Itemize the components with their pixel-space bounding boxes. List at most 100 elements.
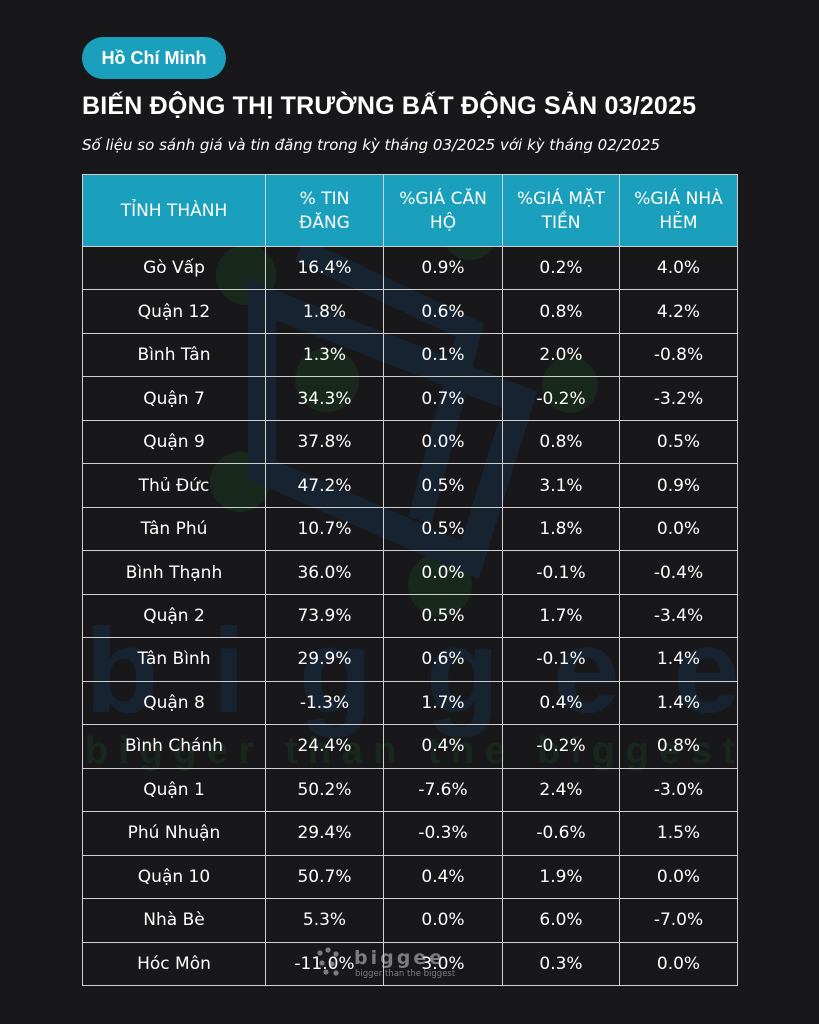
city-badge: Hồ Chí Minh [82, 37, 226, 79]
cell-street-front-price: 1.9% [502, 854, 620, 900]
table-row: Quận 12 1.8% 0.6% 0.8% 4.2% [82, 289, 738, 334]
cell-province: Gò Vấp [82, 245, 266, 291]
header-apartment-price: %GIÁ CĂN HỘ [383, 174, 503, 247]
cell-street-front-price: 0.4% [502, 680, 620, 726]
cell-listings: 1.3% [265, 332, 384, 378]
table-row: Thủ Đức 47.2% 0.5% 3.1% 0.9% [82, 463, 738, 508]
cell-listings: 1.8% [265, 289, 384, 334]
cell-alley-house-price: -3.0% [619, 767, 738, 813]
cell-listings: 73.9% [265, 593, 384, 639]
cell-street-front-price: 6.0% [502, 898, 620, 943]
cell-alley-house-price: -0.4% [619, 550, 738, 595]
table-row: Quận 7 34.3% 0.7% -0.2% -3.2% [82, 376, 738, 421]
table-row: Gò Vấp 16.4% 0.9% 0.2% 4.0% [82, 245, 738, 291]
cell-listings: 37.8% [265, 419, 384, 465]
cell-apartment-price: 0.5% [383, 463, 503, 508]
cell-alley-house-price: 1.4% [619, 680, 738, 726]
cell-listings: 10.7% [265, 506, 384, 552]
cell-province: Quận 7 [82, 376, 266, 421]
cell-apartment-price: -7.6% [383, 767, 503, 813]
cell-alley-house-price: 4.0% [619, 245, 738, 291]
cell-province: Nhà Bè [82, 898, 266, 943]
cell-street-front-price: 2.0% [502, 332, 620, 378]
cell-province: Bình Tân [82, 332, 266, 378]
cell-alley-house-price: 0.9% [619, 463, 738, 508]
header-listings: % TIN ĐĂNG [265, 174, 384, 247]
cell-apartment-price: 0.5% [383, 506, 503, 552]
cell-listings: 16.4% [265, 245, 384, 291]
cell-alley-house-price: -7.0% [619, 898, 738, 943]
table-body: Gò Vấp 16.4% 0.9% 0.2% 4.0% Quận 12 1.8% 0.6% 0.… [82, 245, 738, 986]
city-badge-label: Hồ Chí Minh [101, 47, 207, 68]
table-row: Tân Bình 29.9% 0.6% -0.1% 1.4% [82, 637, 738, 682]
cell-street-front-price: -0.1% [502, 550, 620, 595]
table-row: Hóc Môn -11.0% 3.0% 0.3% 0.0% [82, 941, 738, 986]
cell-street-front-price: 0.8% [502, 419, 620, 465]
cell-apartment-price: 0.4% [383, 854, 503, 900]
cell-street-front-price: 1.7% [502, 593, 620, 639]
cell-street-front-price: -0.6% [502, 811, 620, 856]
cell-alley-house-price: 0.0% [619, 941, 738, 986]
cell-street-front-price: 0.3% [502, 941, 620, 986]
page-subtitle: Số liệu so sánh giá và tin đăng trong kỳ… [82, 136, 660, 154]
table-row: Nhà Bè 5.3% 0.0% 6.0% -7.0% [82, 898, 738, 943]
cell-listings: 24.4% [265, 724, 384, 769]
cell-province: Quận 1 [82, 767, 266, 813]
cell-apartment-price: 0.7% [383, 376, 503, 421]
cell-listings: 50.2% [265, 767, 384, 813]
cell-street-front-price: -0.2% [502, 376, 620, 421]
cell-street-front-price: 0.8% [502, 289, 620, 334]
cell-street-front-price: -0.1% [502, 637, 620, 682]
cell-listings: 47.2% [265, 463, 384, 508]
cell-apartment-price: 1.7% [383, 680, 503, 726]
cell-listings: 50.7% [265, 854, 384, 900]
cell-listings: -11.0% [265, 941, 384, 986]
table-header-row: TỈNH THÀNH % TIN ĐĂNG %GIÁ CĂN HỘ %GIÁ M… [82, 174, 738, 247]
cell-alley-house-price: -3.4% [619, 593, 738, 639]
cell-province: Tân Phú [82, 506, 266, 552]
cell-province: Tân Bình [82, 637, 266, 682]
cell-apartment-price: 0.9% [383, 245, 503, 291]
page-title: BIẾN ĐỘNG THỊ TRƯỜNG BẤT ĐỘNG SẢN 03/202… [82, 92, 697, 120]
price-change-table: TỈNH THÀNH % TIN ĐĂNG %GIÁ CĂN HỘ %GIÁ M… [82, 174, 738, 986]
cell-province: Quận 10 [82, 854, 266, 900]
cell-street-front-price: -0.2% [502, 724, 620, 769]
cell-province: Quận 9 [82, 419, 266, 465]
header-province: TỈNH THÀNH [82, 174, 266, 247]
table-row: Quận 1 50.2% -7.6% 2.4% -3.0% [82, 767, 738, 813]
cell-listings: 5.3% [265, 898, 384, 943]
cell-apartment-price: 0.1% [383, 332, 503, 378]
cell-street-front-price: 0.2% [502, 245, 620, 291]
header-alley-house-price: %GIÁ NHÀ HẺM [619, 174, 738, 247]
cell-listings: 29.4% [265, 811, 384, 856]
table-row: Quận 9 37.8% 0.0% 0.8% 0.5% [82, 419, 738, 465]
cell-province: Quận 2 [82, 593, 266, 639]
cell-apartment-price: -0.3% [383, 811, 503, 856]
cell-listings: -1.3% [265, 680, 384, 726]
cell-apartment-price: 0.0% [383, 419, 503, 465]
cell-alley-house-price: 0.8% [619, 724, 738, 769]
cell-province: Quận 12 [82, 289, 266, 334]
cell-apartment-price: 3.0% [383, 941, 503, 986]
table-row: Bình Thạnh 36.0% 0.0% -0.1% -0.4% [82, 550, 738, 595]
header-street-front-price: %GIÁ MẶT TIỀN [502, 174, 620, 247]
cell-province: Quận 8 [82, 680, 266, 726]
table-row: Quận 10 50.7% 0.4% 1.9% 0.0% [82, 854, 738, 900]
cell-street-front-price: 2.4% [502, 767, 620, 813]
cell-alley-house-price: 4.2% [619, 289, 738, 334]
cell-province: Thủ Đức [82, 463, 266, 508]
cell-apartment-price: 0.6% [383, 289, 503, 334]
cell-province: Bình Chánh [82, 724, 266, 769]
cell-province: Bình Thạnh [82, 550, 266, 595]
cell-apartment-price: 0.0% [383, 898, 503, 943]
cell-apartment-price: 0.4% [383, 724, 503, 769]
cell-apartment-price: 0.0% [383, 550, 503, 595]
cell-province: Hóc Môn [82, 941, 266, 986]
table-row: Quận 8 -1.3% 1.7% 0.4% 1.4% [82, 680, 738, 726]
cell-listings: 34.3% [265, 376, 384, 421]
cell-province: Phú Nhuận [82, 811, 266, 856]
cell-listings: 36.0% [265, 550, 384, 595]
cell-alley-house-price: -3.2% [619, 376, 738, 421]
cell-alley-house-price: 1.4% [619, 637, 738, 682]
cell-alley-house-price: 0.0% [619, 854, 738, 900]
